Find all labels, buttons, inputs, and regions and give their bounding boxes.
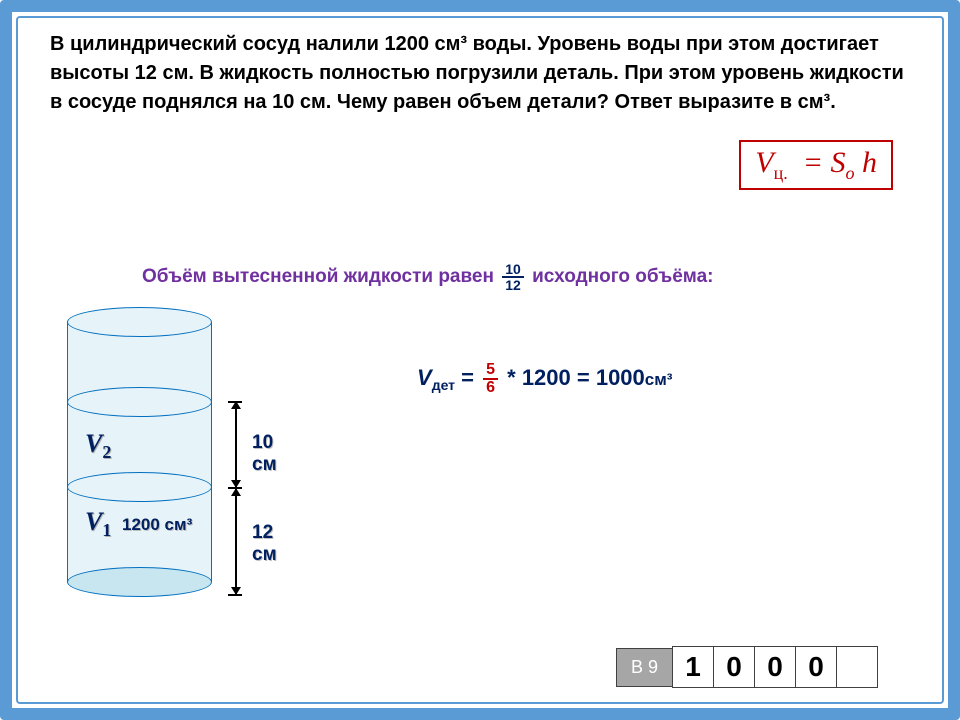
volume-formula: Vц. = Sо h (739, 140, 893, 190)
frac-den: 12 (502, 278, 524, 292)
explanation-text: Объём вытесненной жидкости равен 10 12 и… (142, 262, 713, 292)
answer-bar: В 9 1 0 0 0 (616, 646, 878, 688)
calculation: Vдет = 56 * 1200 = 1000см³ (417, 362, 672, 396)
calc-eq: = (455, 365, 480, 390)
formula-v-sub: ц. (774, 163, 788, 183)
formula-s-sub: о (846, 163, 855, 183)
frac-num: 10 (502, 262, 524, 278)
cylinder-bottom (67, 567, 212, 597)
volume-1200-label: 1200 см³ (122, 515, 192, 535)
cylinder-level-2 (67, 387, 212, 417)
problem-text: В цилиндрический сосуд налили 1200 см³ в… (50, 30, 910, 117)
explain-fraction: 10 12 (502, 262, 524, 292)
calc-unit: см³ (645, 370, 673, 389)
dim-line-h2 (235, 402, 237, 487)
height-12-label: 12 см (252, 522, 277, 566)
calc-fraction: 56 (483, 362, 498, 396)
answer-cell-1[interactable]: 1 (672, 646, 714, 688)
answer-cell-3[interactable]: 0 (754, 646, 796, 688)
v2-label: V2 (85, 429, 111, 463)
formula-eq: = (803, 146, 823, 179)
answer-cell-5[interactable] (836, 646, 878, 688)
calc-fn: 5 (483, 362, 498, 380)
calc-v: V (417, 365, 432, 390)
formula-v: V (755, 146, 773, 179)
question-number-label: В 9 (616, 648, 673, 687)
dim-tick (228, 594, 242, 596)
explain-prefix: Объём вытесненной жидкости равен (142, 266, 494, 287)
height-10-label: 10 см (252, 432, 277, 476)
cylinder-level-1 (67, 472, 212, 502)
formula-h: h (862, 146, 877, 179)
cylinder-top-rim (67, 307, 212, 337)
dim-tick (228, 401, 242, 403)
calc-v-sub: дет (432, 377, 455, 393)
dim-line-h1 (235, 489, 237, 594)
explain-suffix: исходного объёма: (532, 266, 713, 287)
v1-label: V1 (85, 507, 111, 541)
formula-s: S (831, 146, 846, 179)
answer-cell-4[interactable]: 0 (795, 646, 837, 688)
calc-mid: * 1200 = 1000 (501, 365, 645, 390)
calc-fd: 6 (483, 380, 498, 396)
cylinder-diagram: V2 V1 1200 см³ 10 см 12 см (67, 307, 212, 597)
answer-cell-2[interactable]: 0 (713, 646, 755, 688)
